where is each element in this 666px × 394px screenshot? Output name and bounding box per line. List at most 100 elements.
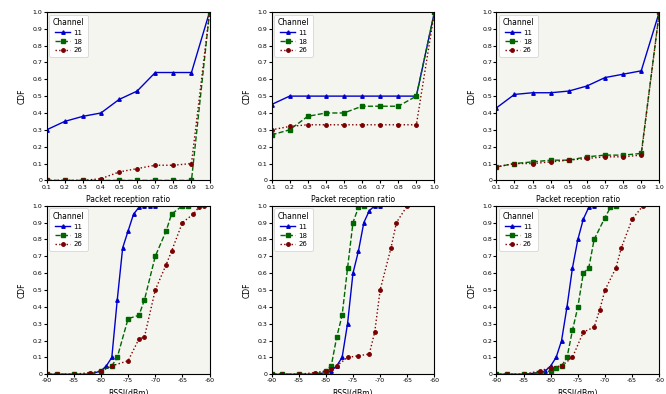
11 <box>151 203 159 208</box>
18 <box>511 161 519 166</box>
11 <box>360 220 368 225</box>
11 <box>146 203 154 208</box>
11 <box>268 102 276 107</box>
26 <box>583 156 591 161</box>
X-axis label: Packet reception ratio: Packet reception ratio <box>536 195 620 204</box>
11 <box>86 372 94 377</box>
Line: 11: 11 <box>495 10 661 110</box>
26 <box>519 372 527 377</box>
Line: 11: 11 <box>45 204 157 376</box>
Line: 18: 18 <box>270 204 366 376</box>
18 <box>547 368 555 373</box>
11 <box>569 266 577 270</box>
Line: 26: 26 <box>45 10 211 182</box>
18 <box>503 372 511 377</box>
26 <box>376 288 384 292</box>
11 <box>547 90 555 95</box>
26 <box>601 288 609 292</box>
11 <box>53 372 61 377</box>
18 <box>53 372 61 377</box>
11 <box>333 364 341 368</box>
18 <box>43 372 51 377</box>
26 <box>168 249 176 254</box>
11 <box>344 322 352 326</box>
11 <box>552 355 560 360</box>
26 <box>579 330 587 335</box>
X-axis label: RSSI(dBm): RSSI(dBm) <box>333 389 373 394</box>
18 <box>354 205 362 210</box>
26 <box>115 170 123 175</box>
26 <box>294 372 302 377</box>
18 <box>565 158 573 163</box>
26 <box>547 160 555 164</box>
26 <box>169 163 177 167</box>
11 <box>133 89 141 93</box>
Line: 18: 18 <box>270 10 436 137</box>
Line: 26: 26 <box>45 204 206 376</box>
26 <box>141 335 149 340</box>
26 <box>187 161 195 166</box>
26 <box>404 203 412 208</box>
11 <box>187 70 195 75</box>
26 <box>565 158 573 163</box>
11 <box>97 368 105 373</box>
26 <box>189 212 197 216</box>
26 <box>628 217 636 221</box>
11 <box>327 368 335 373</box>
18 <box>590 237 598 242</box>
18 <box>340 111 348 115</box>
11 <box>322 370 330 375</box>
11 <box>563 305 571 309</box>
26 <box>97 177 105 181</box>
X-axis label: Packet reception ratio: Packet reception ratio <box>86 195 170 204</box>
18 <box>124 316 132 321</box>
26 <box>655 9 663 14</box>
26 <box>61 178 69 183</box>
18 <box>583 154 591 159</box>
11 <box>536 370 544 375</box>
11 <box>304 94 312 98</box>
26 <box>97 368 105 373</box>
26 <box>79 178 87 183</box>
11 <box>579 217 587 221</box>
26 <box>392 220 400 225</box>
18 <box>612 203 620 208</box>
Legend: 11, 18, 26: 11, 18, 26 <box>274 15 313 57</box>
11 <box>97 111 105 115</box>
11 <box>206 9 214 14</box>
18 <box>97 368 105 373</box>
26 <box>619 154 627 159</box>
18 <box>322 368 330 373</box>
18 <box>333 335 341 340</box>
Legend: 11, 18, 26: 11, 18, 26 <box>499 15 537 57</box>
26 <box>151 288 159 292</box>
11 <box>619 72 627 76</box>
11 <box>340 94 348 98</box>
Title: (b) CDF PRR: Distance 6 m: (b) CDF PRR: Distance 6 m <box>288 235 418 245</box>
11 <box>430 9 438 14</box>
26 <box>311 370 319 375</box>
Legend: 11, 18, 26: 11, 18, 26 <box>49 15 88 57</box>
26 <box>371 330 379 335</box>
Legend: 11, 18, 26: 11, 18, 26 <box>49 208 88 251</box>
26 <box>511 161 519 166</box>
11 <box>557 338 565 343</box>
26 <box>637 153 645 158</box>
11 <box>349 271 357 275</box>
11 <box>129 212 137 216</box>
26 <box>492 372 500 377</box>
11 <box>286 94 294 98</box>
11 <box>322 94 330 98</box>
18 <box>529 160 537 164</box>
Y-axis label: CDF: CDF <box>468 88 477 104</box>
18 <box>97 178 105 183</box>
11 <box>412 94 420 98</box>
26 <box>53 372 61 377</box>
18 <box>574 305 582 309</box>
18 <box>268 372 276 377</box>
26 <box>43 178 51 183</box>
18 <box>492 165 500 169</box>
11 <box>354 249 362 254</box>
18 <box>151 178 159 183</box>
26 <box>358 123 366 127</box>
